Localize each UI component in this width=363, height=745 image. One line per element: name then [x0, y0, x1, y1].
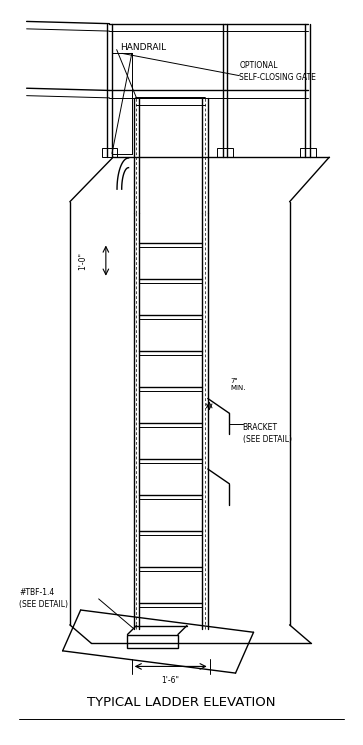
Bar [102, 148, 117, 157]
Text: HANDRAIL: HANDRAIL [120, 43, 166, 52]
Bar [217, 148, 233, 157]
Text: 1'-0": 1'-0" [78, 252, 87, 270]
Text: OPTIONAL
SELF-CLOSING GATE: OPTIONAL SELF-CLOSING GATE [239, 62, 316, 82]
Text: 7"
MIN.: 7" MIN. [230, 378, 246, 391]
Text: 1'-6": 1'-6" [162, 676, 180, 685]
Bar [127, 635, 178, 648]
Text: #TBF-1.4
(SEE DETAIL): #TBF-1.4 (SEE DETAIL) [19, 589, 68, 609]
Bar [299, 148, 315, 157]
Text: BRACKET
(SEE DETAIL): BRACKET (SEE DETAIL) [243, 423, 292, 444]
Text: TYPICAL LADDER ELEVATION: TYPICAL LADDER ELEVATION [87, 697, 276, 709]
